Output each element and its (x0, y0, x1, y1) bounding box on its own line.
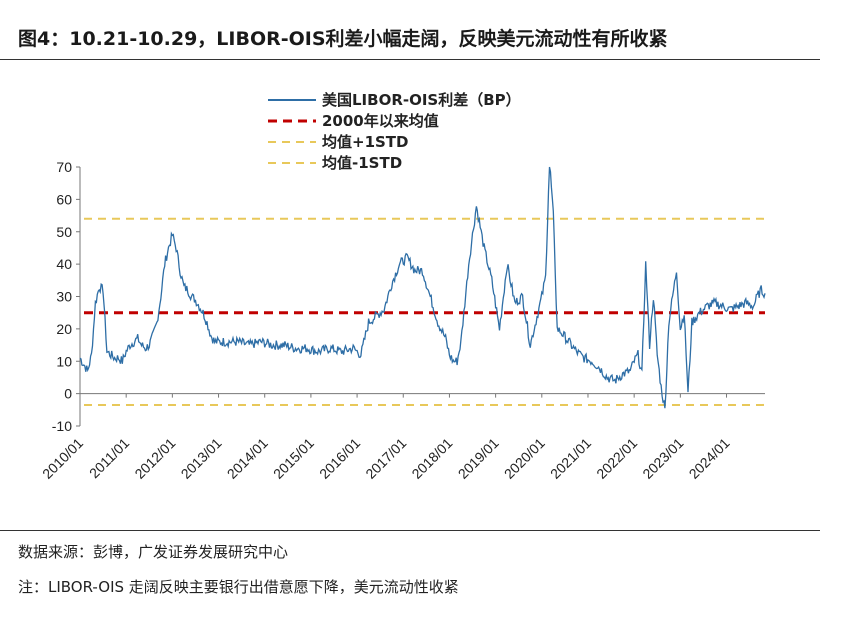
x-tick-label: 2020/01 (501, 435, 548, 482)
footer-divider (0, 530, 820, 531)
x-tick-label: 2019/01 (455, 435, 502, 482)
chart-axes (79, 167, 765, 426)
x-tick-label: 2015/01 (270, 435, 317, 482)
x-tick-label: 2023/01 (639, 435, 686, 482)
x-tick-label: 2021/01 (547, 435, 594, 482)
data-source: 数据来源：彭博，广发证券发展研究中心 (18, 543, 289, 561)
legend-mean-label: 2000年以来均值 (322, 112, 439, 130)
x-tick-label: 2017/01 (362, 435, 409, 482)
x-tick-label: 2022/01 (593, 435, 640, 482)
y-tick-label: 40 (56, 256, 72, 272)
x-tick-label: 2013/01 (178, 435, 225, 482)
y-tick-label: 10 (56, 353, 72, 369)
libor-ois-series-line (79, 166, 766, 409)
reference-lines (84, 217, 765, 406)
x-tick-label: 2011/01 (86, 435, 133, 482)
y-tick-label: 30 (56, 289, 72, 305)
header-divider (0, 59, 820, 60)
y-tick-label: 50 (56, 224, 72, 240)
chart-note: 注：LIBOR-OIS 走阔反映主要银行出借意愿下降，美元流动性收紧 (18, 578, 459, 596)
x-tick-label: 2016/01 (316, 435, 363, 482)
legend-plus-std-label: 均值+1STD (322, 133, 409, 151)
x-tick-label: 2012/01 (131, 435, 178, 482)
x-axis-ticks: 2010/01 2011/01 2012/01 2013/01 2014/01 2015/… (39, 393, 733, 482)
libor-ois-chart: -10 0 10 20 30 40 50 60 70 2010/01 2011/01 2012/01… (39, 91, 766, 482)
y-tick-label: 0 (64, 386, 72, 402)
y-axis-ticks: -10 0 10 20 30 40 50 60 70 (52, 159, 80, 434)
x-tick-label: 2018/01 (408, 435, 455, 482)
figure-title: 图4：10.21-10.29，LIBOR-OIS利差小幅走阔，反映美元流动性有所… (18, 28, 668, 50)
series-group (79, 166, 766, 409)
legend-minus-std-label: 均值-1STD (322, 154, 402, 172)
y-tick-label: 60 (56, 191, 72, 207)
x-tick-label: 2014/01 (224, 435, 271, 482)
legend-series-label: 美国LIBOR-OIS利差（BP） (322, 91, 521, 109)
y-tick-label: 20 (56, 321, 72, 337)
y-tick-label: 70 (56, 159, 72, 175)
x-tick-label: 2010/01 (39, 435, 86, 482)
x-tick-label: 2024/01 (686, 435, 733, 482)
y-tick-label: -10 (52, 418, 72, 434)
